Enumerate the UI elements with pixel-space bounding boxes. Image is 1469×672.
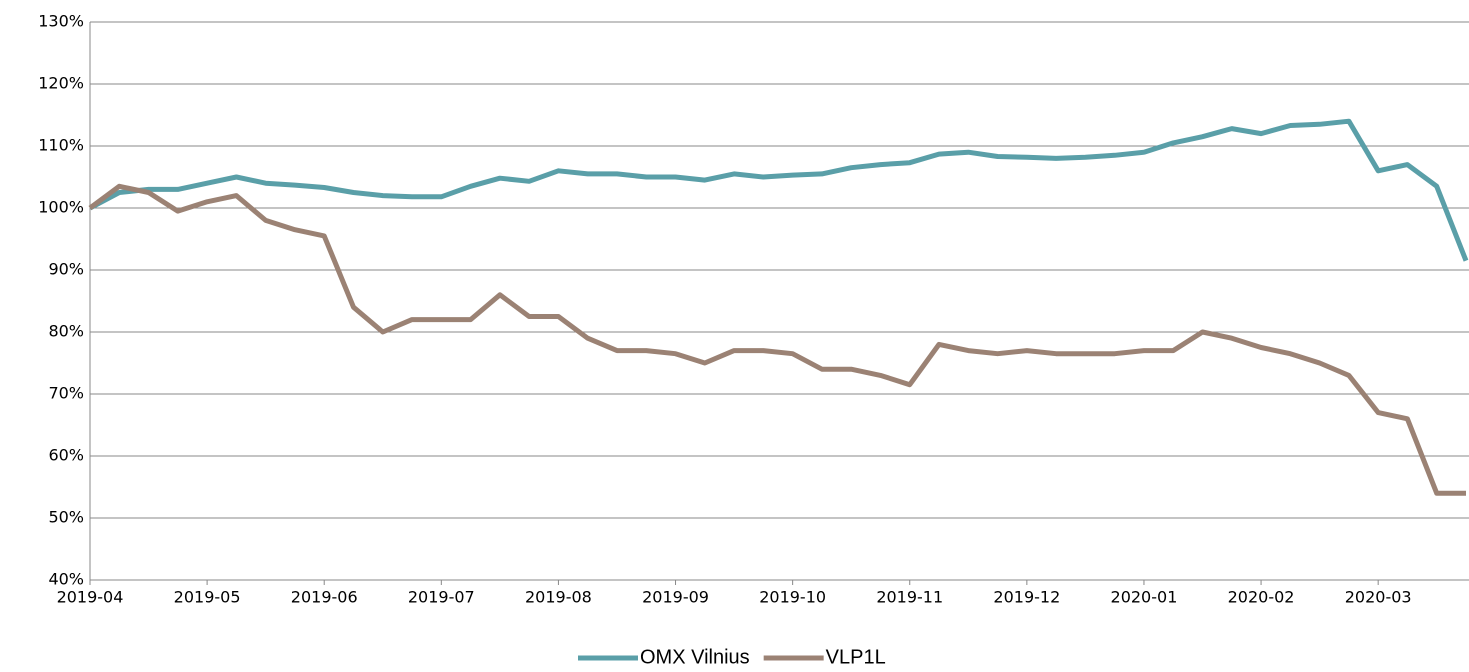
- legend-label: VLP1L: [826, 646, 886, 668]
- series-line: [88, 183, 1466, 496]
- y-tick-label: 120%: [38, 74, 84, 93]
- x-tick-label: 2020-01: [1111, 588, 1178, 607]
- x-tick-label: 2019-07: [408, 588, 475, 607]
- y-tick-label: 40%: [48, 570, 84, 589]
- x-tick-label: 2019-09: [642, 588, 709, 607]
- y-tick-label: 110%: [38, 136, 84, 155]
- y-tick-label: 80%: [48, 322, 84, 341]
- y-tick-label: 60%: [48, 446, 84, 465]
- series-line: [88, 118, 1469, 262]
- x-tick-label: 2019-10: [759, 588, 826, 607]
- y-tick-label: 70%: [48, 384, 84, 403]
- y-tick-label: 130%: [38, 12, 84, 31]
- x-tick-label: 2019-08: [525, 588, 592, 607]
- x-tick-label: 2019-06: [291, 588, 358, 607]
- x-tick-label: 2019-05: [174, 588, 241, 607]
- x-tick-label: 2019-04: [57, 588, 124, 607]
- x-tick-label: 2019-12: [993, 588, 1060, 607]
- y-tick-label: 100%: [38, 198, 84, 217]
- x-tick-label: 2020-02: [1228, 588, 1295, 607]
- x-tick-label: 2020-03: [1345, 588, 1412, 607]
- y-tick-label: 90%: [48, 260, 84, 279]
- x-tick-label: 2019-11: [876, 588, 943, 607]
- legend-label: OMX Vilnius: [640, 646, 750, 668]
- y-tick-label: 50%: [48, 508, 84, 527]
